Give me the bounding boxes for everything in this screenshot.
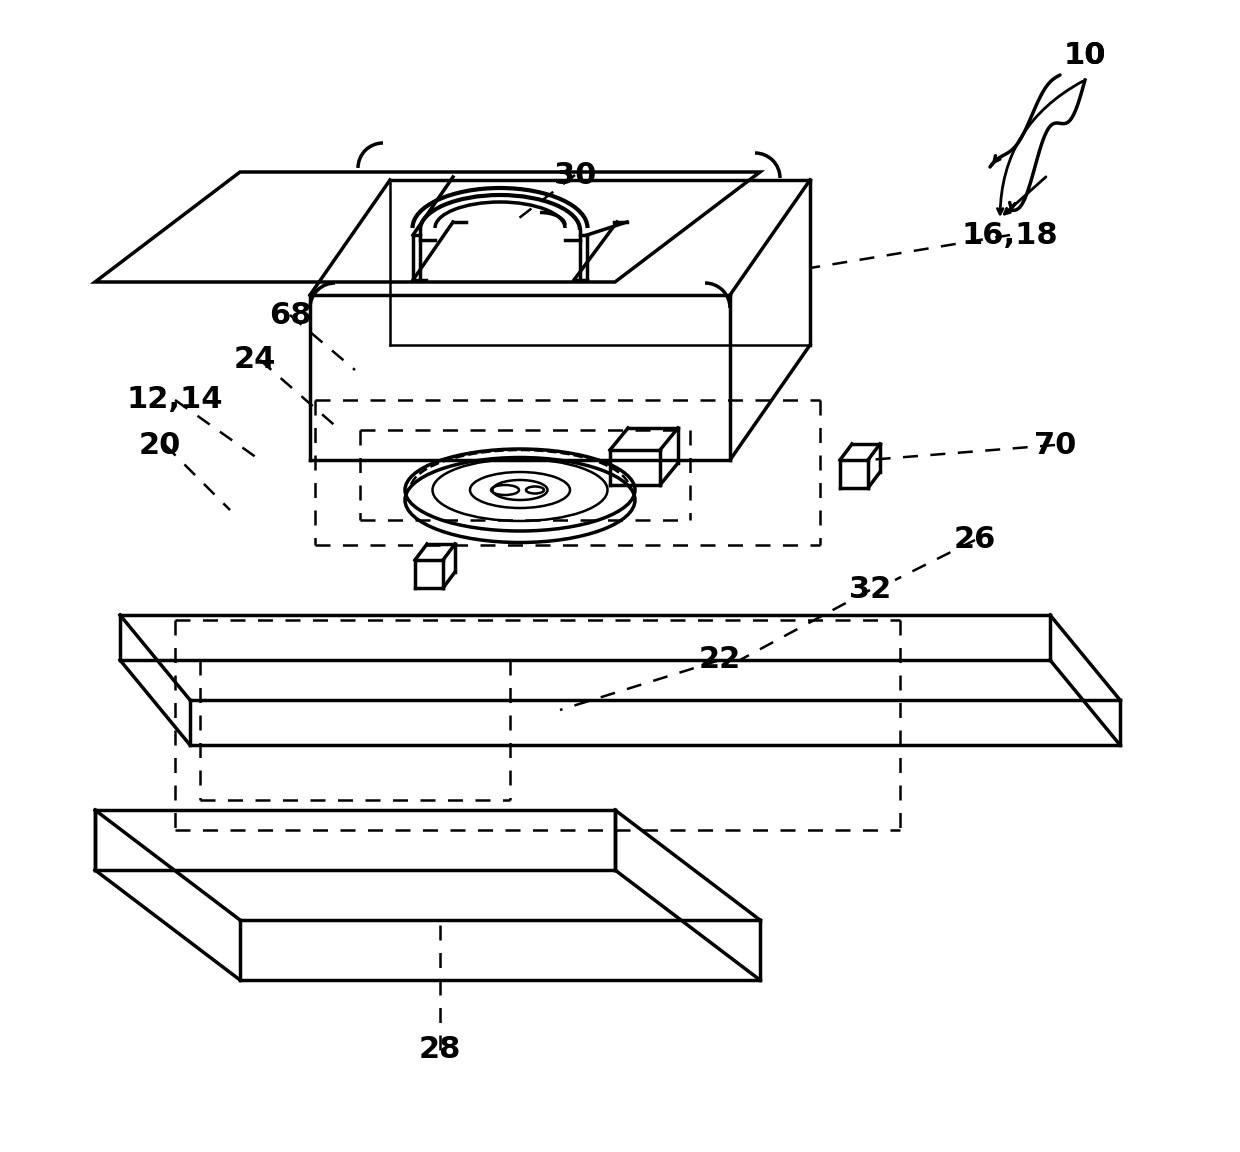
Text: 26: 26 — [954, 525, 996, 554]
Text: 32: 32 — [849, 576, 892, 605]
Ellipse shape — [405, 457, 635, 543]
Text: 22: 22 — [699, 645, 742, 675]
Text: 24: 24 — [234, 346, 277, 374]
Text: 20: 20 — [139, 431, 181, 460]
Text: 70: 70 — [1034, 431, 1076, 460]
Text: 12,14: 12,14 — [126, 386, 223, 415]
Text: 30: 30 — [554, 160, 596, 189]
Text: 16,18: 16,18 — [962, 220, 1058, 250]
Text: 28: 28 — [419, 1036, 461, 1064]
Text: 10: 10 — [1064, 40, 1106, 69]
Text: 10: 10 — [1064, 40, 1106, 69]
Text: 68: 68 — [269, 301, 311, 329]
